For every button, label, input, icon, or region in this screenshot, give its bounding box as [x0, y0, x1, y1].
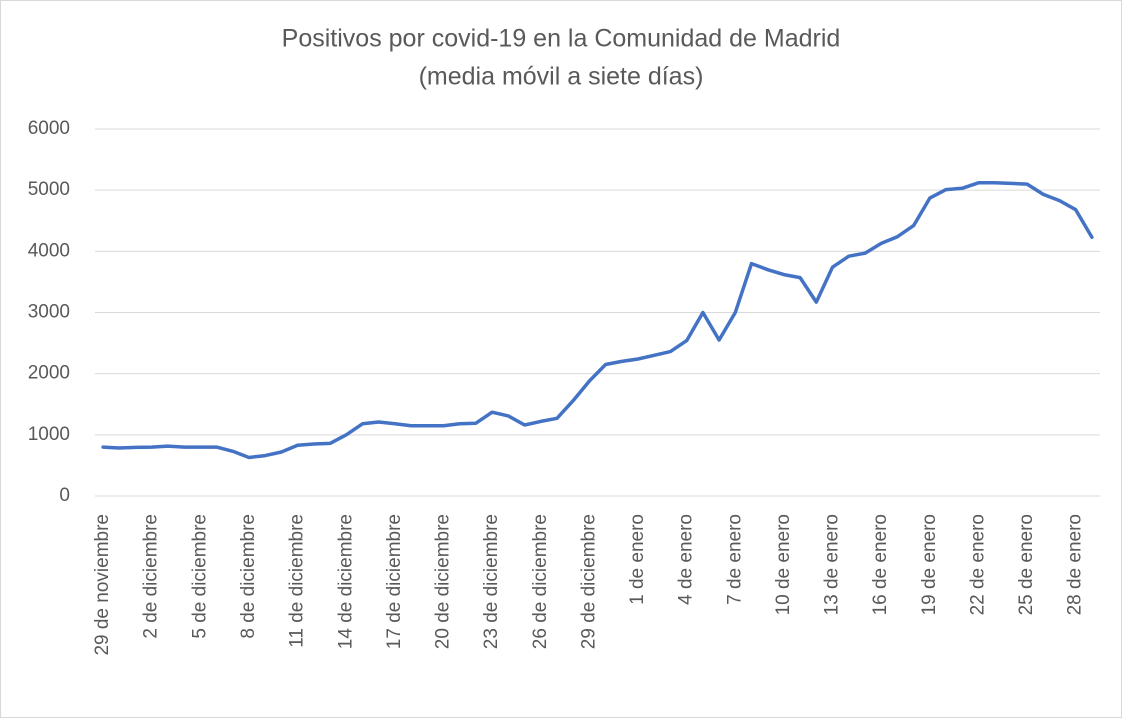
y-tick-label: 5000: [28, 179, 70, 200]
x-tick-label: 13 de enero: [822, 514, 843, 615]
y-tick-label: 6000: [28, 118, 70, 139]
x-tick-label: 23 de diciembre: [481, 514, 502, 649]
y-tick-label: 3000: [28, 302, 70, 323]
x-tick-label: 8 de diciembre: [238, 514, 259, 639]
x-tick-label: 25 de enero: [1016, 514, 1037, 615]
data-line: [101, 181, 1094, 460]
x-tick-label: 17 de diciembre: [384, 514, 405, 649]
x-tick-label: 7 de enero: [724, 514, 745, 605]
y-tick-label: 1000: [28, 424, 70, 445]
y-tick-label: 0: [59, 485, 70, 506]
x-tick-label: 2 de diciembre: [141, 514, 162, 639]
x-tick-label: 16 de enero: [870, 514, 891, 615]
x-tick-label: 26 de diciembre: [530, 514, 551, 649]
x-tick-label: 19 de enero: [919, 514, 940, 615]
chart-title: Positivos por covid-19 en la Comunidad d…: [282, 25, 841, 53]
x-tick-label: 22 de enero: [967, 514, 988, 615]
x-tick-label: 29 de noviembre: [92, 514, 113, 656]
x-tick-label: 1 de enero: [627, 514, 648, 605]
y-tick-label: 2000: [28, 363, 70, 384]
x-tick-label: 5 de diciembre: [189, 514, 210, 639]
x-tick-label: 10 de enero: [773, 514, 794, 615]
chart-subtitle: (media móvil a siete días): [419, 63, 704, 91]
x-tick-label: 14 de diciembre: [335, 514, 356, 649]
y-tick-label: 4000: [28, 240, 70, 261]
x-tick-label: 20 de diciembre: [433, 514, 454, 649]
x-tick-label: 4 de enero: [676, 514, 697, 605]
x-tick-label: 28 de enero: [1065, 514, 1086, 615]
x-tick-label: 11 de diciembre: [287, 514, 308, 648]
x-tick-label: 29 de diciembre: [578, 514, 599, 649]
